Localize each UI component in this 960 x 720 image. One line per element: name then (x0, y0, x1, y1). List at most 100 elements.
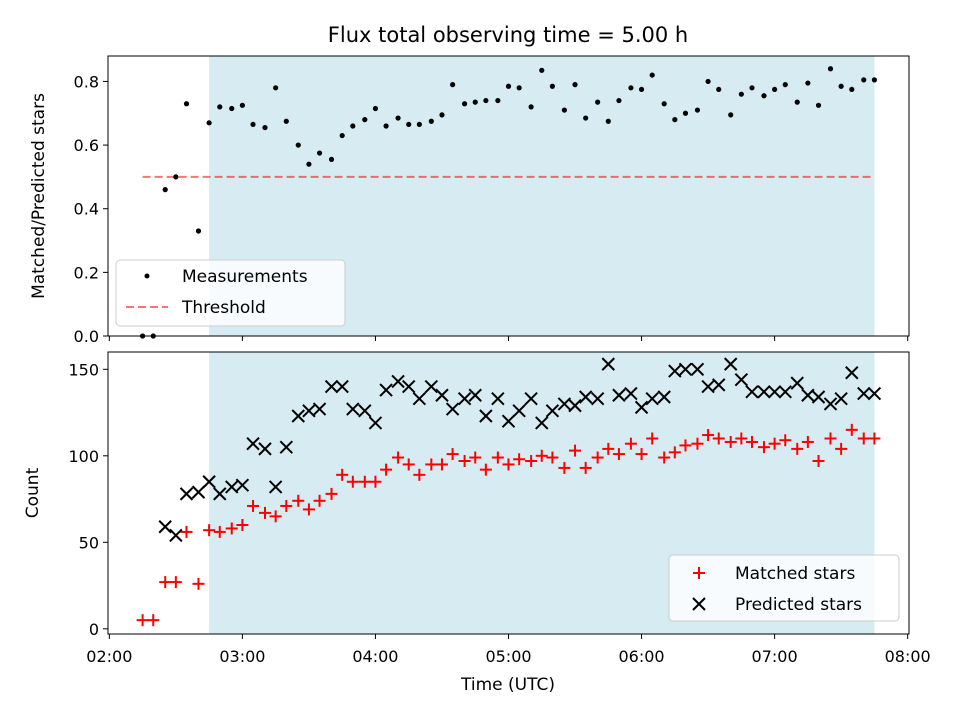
measurement-point (295, 142, 301, 148)
measurement-point (306, 161, 312, 167)
matched-star-point (835, 442, 848, 455)
bot-ytick-label-1: 50 (79, 533, 99, 552)
predicted-star-point (845, 366, 859, 380)
predicted-star-point (324, 379, 339, 394)
bot-ytick-label-0: 0 (89, 620, 99, 639)
predicted-star-point (678, 362, 693, 377)
legend-predicted-marker (692, 597, 706, 611)
matched-star-point (591, 451, 604, 464)
predicted-star-point (402, 379, 416, 394)
matched-star-point (768, 437, 781, 450)
top-legend-box (115, 259, 346, 327)
predicted-star-point (258, 442, 272, 456)
measurement-point (528, 104, 534, 110)
measurement-point (461, 101, 468, 107)
predicted-star-point (568, 398, 582, 413)
predicted-star-point (512, 404, 526, 418)
measurement-point (794, 99, 800, 105)
measurement-point (505, 83, 512, 89)
measurement-point (605, 118, 611, 124)
matched-star-point (392, 451, 405, 464)
matched-star-point (280, 499, 293, 512)
measurement-point (439, 112, 445, 118)
matched-star-point (292, 494, 305, 507)
matched-star-point (791, 442, 804, 455)
top-ytick-label-3: 0.6 (74, 136, 99, 155)
xtick-label-5: 07:00 (752, 647, 798, 666)
measurement-point (871, 77, 878, 83)
measurement-point (239, 102, 245, 108)
predicted-star-point (358, 404, 372, 418)
predicted-star-point (823, 397, 838, 411)
matched-star-point (757, 441, 770, 454)
matched-star-point (801, 435, 814, 448)
matched-star-point (413, 468, 426, 481)
top-panel: 0.00.20.40.60.8 Matched/Predicted stars … (29, 55, 910, 346)
predicted-star-point (491, 392, 505, 406)
matched-star-point (225, 522, 238, 535)
top-axis-ticks: 0.0 0.2 0.4 0.6 0.8 (74, 72, 909, 346)
legend-predicted-label: Predicted stars (735, 595, 862, 615)
matched-star-point (812, 454, 825, 467)
matched-star-point (402, 458, 415, 471)
predicted-star-point (690, 362, 705, 377)
predicted-star-point (634, 400, 649, 415)
top-y-axis-label: Matched/Predicted stars (29, 93, 49, 299)
measurement-point (782, 82, 788, 88)
measurement-point (705, 78, 711, 85)
matched-star-point (479, 463, 492, 476)
matched-star-point (679, 439, 692, 452)
predicted-star-point (867, 386, 882, 401)
matched-star-point (425, 458, 438, 471)
matched-star-point (735, 432, 748, 445)
predicted-star-point (524, 392, 538, 406)
measurement-point (628, 85, 634, 91)
measurement-point (649, 72, 655, 78)
predicted-star-point (612, 388, 626, 402)
matched-star-point (302, 503, 315, 516)
matched-star-point (668, 446, 681, 459)
measurement-point (682, 110, 689, 116)
measurement-point (827, 66, 834, 72)
matched-star-point (203, 524, 216, 537)
measurement-point (328, 156, 335, 163)
matched-star-point (369, 475, 382, 488)
predicted-star-point (757, 385, 771, 399)
predicted-star-point (235, 478, 250, 492)
matched-star-point (845, 423, 858, 436)
matched-star-point (259, 506, 272, 519)
predicted-star-point (158, 520, 172, 534)
predicted-star-point (268, 480, 283, 494)
matched-star-point (646, 432, 659, 445)
predicted-star-point (745, 385, 759, 399)
predicted-star-point (545, 404, 560, 418)
measurement-point (694, 107, 701, 113)
matched-star-point (612, 448, 625, 461)
measurement-point (206, 120, 212, 126)
measurement-point (761, 93, 767, 99)
measurement-point (362, 117, 368, 123)
measurement-point (495, 97, 501, 104)
matched-star-point (658, 451, 671, 464)
top-ytick-label-1: 0.2 (74, 263, 99, 282)
xtick-label-2: 04:00 (352, 647, 398, 666)
matched-star-point (691, 437, 704, 450)
predicted-star-point (601, 357, 615, 371)
predicted-star-point (645, 392, 659, 406)
predicted-star-point (346, 402, 360, 416)
predicted-star-point (312, 402, 327, 416)
predicted-star-point (457, 392, 472, 406)
predicted-star-point (279, 440, 294, 454)
matched-star-point (702, 429, 715, 442)
measurement-point (738, 91, 744, 97)
measurement-point (229, 105, 235, 112)
predicted-star-point (535, 416, 549, 430)
predicted-star-point (202, 475, 216, 489)
measurement-point (672, 117, 678, 123)
matched-star-point (513, 453, 526, 466)
measurement-point (539, 67, 545, 73)
measurement-point (583, 115, 589, 121)
bottom-y-axis-label: Count (23, 467, 43, 518)
matched-star-point (712, 432, 725, 445)
predicted-star-point (657, 390, 671, 404)
